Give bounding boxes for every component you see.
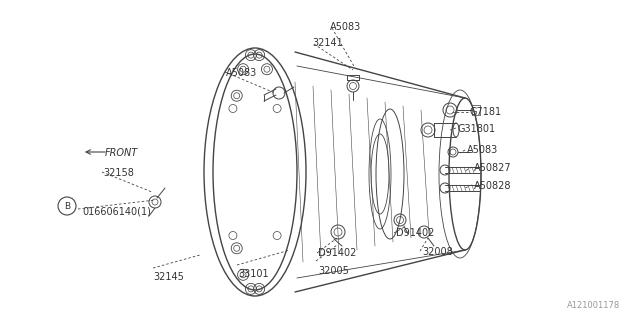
Text: A50828: A50828 bbox=[474, 181, 511, 191]
Text: A50827: A50827 bbox=[474, 163, 511, 173]
Text: G7181: G7181 bbox=[470, 107, 502, 117]
Text: D91402: D91402 bbox=[396, 228, 435, 238]
Text: 016606140(1): 016606140(1) bbox=[82, 206, 151, 216]
Text: 32008: 32008 bbox=[422, 247, 452, 257]
Text: A5083: A5083 bbox=[467, 145, 499, 155]
Text: 32145: 32145 bbox=[153, 272, 184, 282]
Text: 32141: 32141 bbox=[312, 38, 343, 48]
Text: 32005: 32005 bbox=[318, 266, 349, 276]
Text: D91402: D91402 bbox=[318, 248, 356, 258]
Text: FRONT: FRONT bbox=[105, 148, 138, 158]
Text: 32158: 32158 bbox=[103, 168, 134, 178]
Text: A121001178: A121001178 bbox=[567, 301, 620, 310]
Text: 33101: 33101 bbox=[238, 269, 269, 279]
Text: G31801: G31801 bbox=[458, 124, 496, 134]
Text: B: B bbox=[64, 202, 70, 211]
Text: A5083: A5083 bbox=[226, 68, 257, 78]
Text: A5083: A5083 bbox=[330, 22, 361, 32]
